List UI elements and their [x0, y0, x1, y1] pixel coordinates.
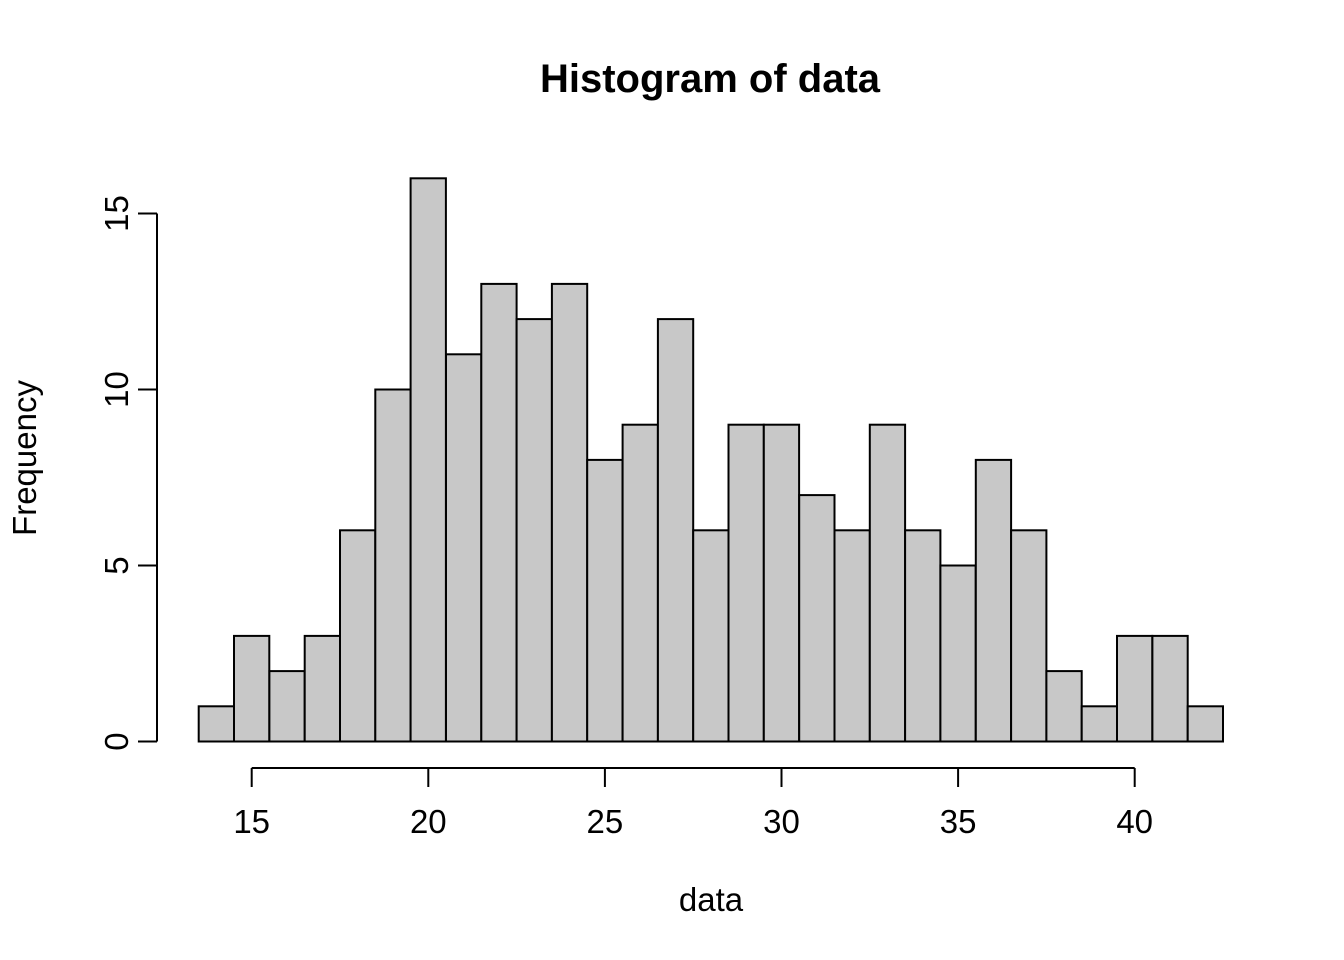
histogram-bar	[550, 282, 589, 743]
histogram-bar	[586, 458, 624, 743]
histogram-bar	[904, 529, 942, 743]
x-axis-label: data	[679, 881, 744, 918]
histogram-bar	[268, 670, 306, 743]
histogram-bar	[515, 318, 553, 743]
histogram-bar	[1186, 705, 1224, 743]
histogram-bar	[974, 458, 1013, 743]
y-axis: 0 5 10 15	[98, 195, 158, 751]
histogram-bar	[762, 423, 801, 743]
histogram-bar	[303, 634, 342, 743]
histogram-bar	[1045, 670, 1083, 743]
histogram-bar	[445, 353, 483, 743]
histogram-bar	[480, 282, 518, 743]
histogram-bar	[1080, 705, 1118, 743]
histogram-bar	[1116, 634, 1154, 743]
y-tick-label: 15	[98, 195, 135, 232]
x-tick-label: 40	[1116, 803, 1153, 840]
y-axis-label: Frequency	[6, 380, 43, 536]
x-tick-label: 15	[233, 803, 270, 840]
histogram-bar	[233, 634, 271, 743]
x-axis: 15 20 25 30 35 40	[233, 767, 1153, 840]
histogram-bar	[692, 529, 730, 743]
x-tick-label: 35	[940, 803, 977, 840]
chart-title: Histogram of data	[540, 57, 881, 101]
histogram-bar	[339, 529, 377, 743]
histogram-bar	[939, 564, 977, 743]
x-tick-label: 20	[410, 803, 447, 840]
histogram-bar	[656, 318, 695, 743]
histogram-bar	[868, 423, 907, 743]
y-tick-label: 5	[98, 556, 135, 574]
histogram-bars	[197, 177, 1224, 743]
histogram-bar	[621, 423, 659, 743]
histogram-bar	[374, 388, 412, 743]
histogram-bar	[1151, 634, 1189, 743]
histogram-bar	[727, 423, 765, 743]
histogram-bar	[197, 705, 235, 743]
y-tick-label: 10	[98, 371, 135, 408]
x-tick-label: 25	[587, 803, 624, 840]
histogram-bar	[1010, 529, 1048, 743]
x-tick-label: 30	[763, 803, 800, 840]
histogram-bar	[409, 177, 447, 743]
y-tick-label: 0	[98, 732, 135, 750]
histogram-bar	[833, 529, 871, 743]
histogram-bar	[798, 494, 836, 743]
